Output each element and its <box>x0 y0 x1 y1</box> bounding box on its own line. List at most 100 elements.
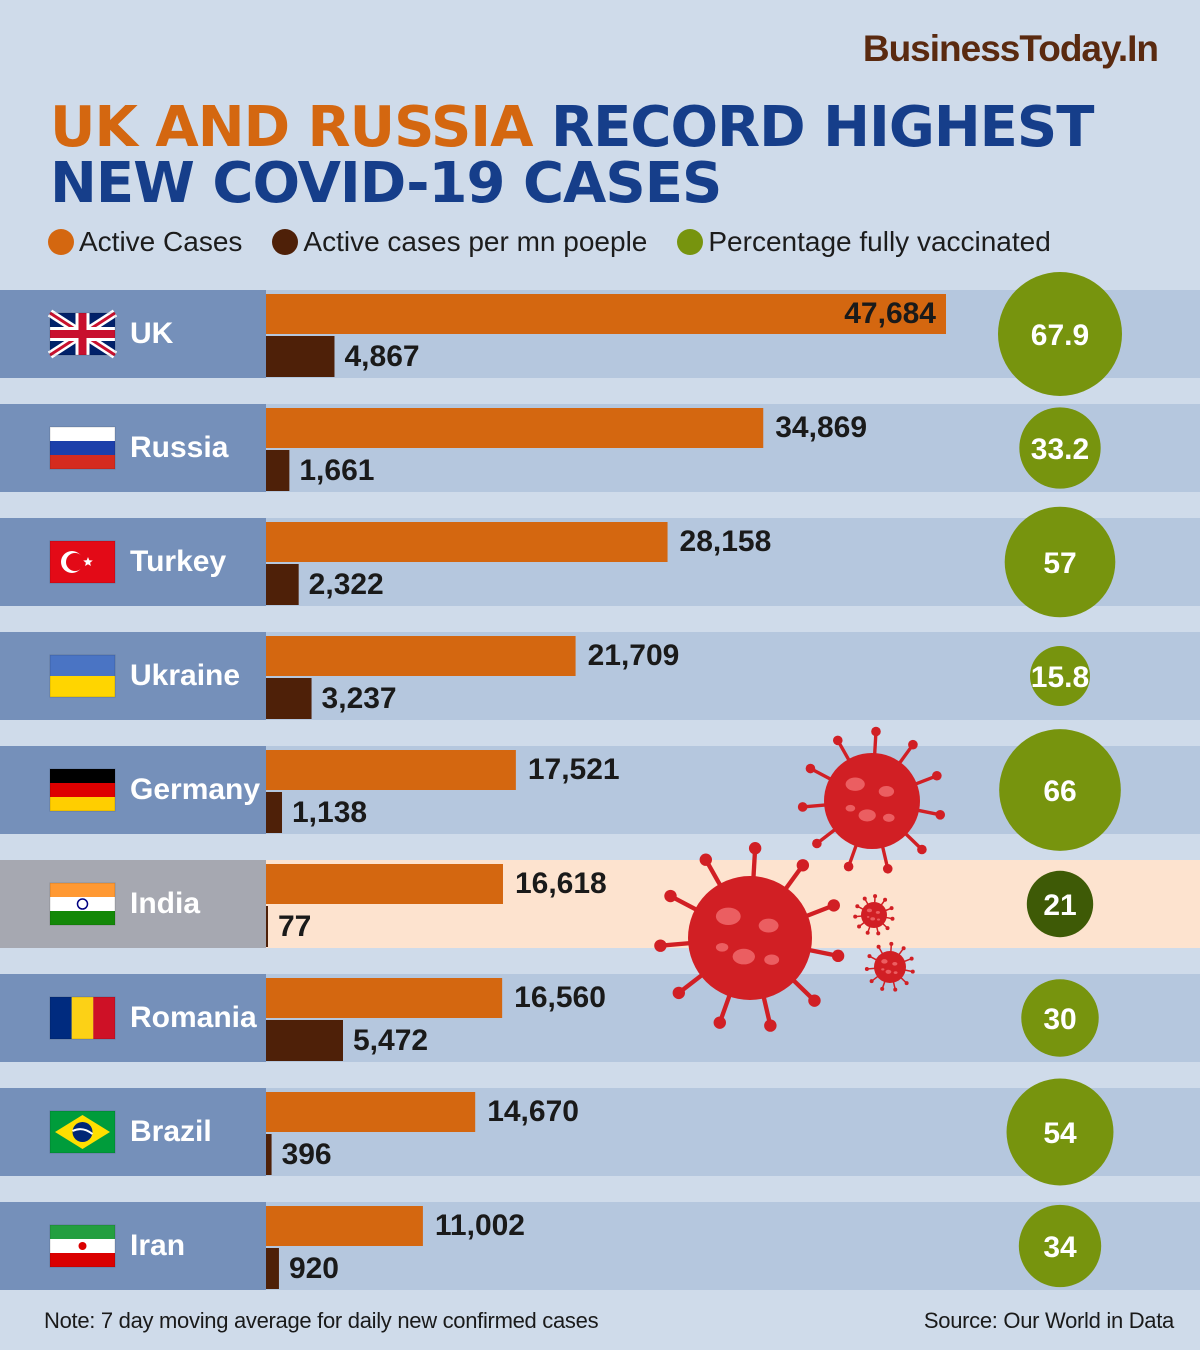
vaccinated-label: 15.8 <box>1031 661 1089 694</box>
row-label-panel <box>0 632 266 720</box>
bar-label-active: 14,670 <box>487 1095 579 1128</box>
row-label-panel <box>0 290 266 378</box>
virus-spike-tip <box>882 863 893 874</box>
bar-active-cases <box>266 864 503 904</box>
turkey-flag-icon <box>49 540 116 584</box>
bar-label-per-mn: 3,237 <box>322 682 397 715</box>
virus-spot <box>732 948 755 965</box>
bar-label-per-mn: 2,322 <box>309 568 384 601</box>
virus-spike-tip <box>808 994 821 1007</box>
virus-spot <box>764 954 780 965</box>
row-india: India 16,618 77 21 <box>0 860 1200 948</box>
virus-spike-tip <box>889 941 894 946</box>
virus-spike-tip <box>672 986 686 1000</box>
bar-label-per-mn: 1,661 <box>299 454 374 487</box>
legend-item-vaccinated: Percentage fully vaccinated <box>677 226 1051 258</box>
vaccinated-bubble <box>1006 1078 1114 1186</box>
virus-spike-tip <box>864 966 869 971</box>
virus-spike-tip <box>901 946 906 951</box>
virus-spot <box>715 942 729 952</box>
bar-per-mn <box>266 450 290 491</box>
virus-spike-tip <box>862 896 867 901</box>
virus-spot <box>866 916 870 918</box>
bar-label-active: 16,560 <box>514 981 606 1014</box>
bar-active-cases <box>266 750 516 790</box>
virus-spike-tip <box>909 956 914 961</box>
bar-per-mn <box>266 792 283 833</box>
legend-item-per-mn: Active cases per mn poeple <box>272 226 647 258</box>
vaccinated-label: 21 <box>1043 889 1076 922</box>
virus-spike-tip <box>876 931 881 936</box>
ukraine-flag-icon <box>49 654 116 698</box>
virus-spot <box>881 968 885 971</box>
virus-spot <box>892 962 898 966</box>
country-label: Germany <box>130 773 260 806</box>
bar-active-cases <box>266 1206 423 1246</box>
virus-spike-tip <box>893 987 898 992</box>
legend-label-per-mn: Active cases per mn poeple <box>303 226 648 257</box>
virus-icon <box>864 941 915 992</box>
virus-spike-tip <box>857 924 862 929</box>
row-uk: UK 47,684 4,867 67.9 <box>0 272 1200 396</box>
bar-label-per-mn: 5,472 <box>353 1024 428 1057</box>
virus-spike-tip <box>796 859 810 872</box>
virus-spike-tip <box>932 770 942 781</box>
country-label: Romania <box>130 1001 257 1034</box>
bar-label-active: 17,521 <box>528 753 620 786</box>
virus-spike-tip <box>871 726 881 737</box>
vaccinated-label: 30 <box>1043 1003 1076 1036</box>
virus-spike-tip <box>908 739 918 750</box>
country-label: Ukraine <box>130 659 240 692</box>
virus-spot <box>885 969 892 974</box>
virus-spike-tip <box>876 944 881 949</box>
row-germany: Germany 17,521 1,138 66 <box>0 729 1200 851</box>
virus-spot <box>845 777 865 791</box>
vaccinated-bubble <box>1026 870 1094 938</box>
romania-flag-icon <box>49 996 116 1040</box>
virus-icon <box>797 726 946 874</box>
bar-label-per-mn: 396 <box>282 1138 332 1171</box>
virus-spot <box>758 918 779 933</box>
virus-spike-tip <box>889 906 894 911</box>
footer-source: Source: Our World in Data <box>923 1308 1174 1333</box>
legend-dot-per-mn <box>272 229 299 255</box>
bar-label-active: 34,869 <box>775 411 867 444</box>
virus-spot <box>878 786 895 797</box>
virus-body <box>824 753 920 849</box>
virus-icon <box>853 894 895 936</box>
chart-title: UK AND RUSSIA RECORD HIGHEST NEW COVID-1… <box>50 100 1160 212</box>
virus-body <box>874 951 906 983</box>
virus-spot <box>881 959 888 964</box>
row-turkey: Turkey 28,158 2,322 57 <box>0 506 1200 618</box>
virus-spike-tip <box>748 842 762 855</box>
virus-spot <box>876 918 881 921</box>
russia-flag-icon <box>49 426 116 470</box>
germany-flag-icon <box>49 768 116 812</box>
bar-per-mn <box>266 336 335 377</box>
vaccinated-label: 54 <box>1043 1117 1077 1150</box>
virus-spot <box>866 908 873 913</box>
virus-spike-tip <box>832 735 843 746</box>
legend: Active Cases Active cases per mn poeple … <box>48 224 1051 260</box>
vaccinated-bubble <box>998 272 1122 396</box>
row-label-panel <box>0 1202 266 1290</box>
row-ukraine: Ukraine 21,709 3,237 15.8 <box>0 632 1200 720</box>
vaccinated-bubble <box>1030 646 1090 706</box>
legend-dot-vaccinated <box>677 229 704 255</box>
virus-spot <box>715 907 741 925</box>
country-label: India <box>130 887 200 920</box>
bar-label-per-mn: 77 <box>278 910 311 943</box>
virus-spike-tip <box>713 1016 726 1029</box>
bar-active-cases <box>266 294 946 334</box>
bar-active-cases <box>266 408 764 448</box>
row-label-panel <box>0 1088 266 1176</box>
bar-label-per-mn: 4,867 <box>344 340 419 373</box>
virus-spike-tip <box>853 914 858 919</box>
virus-spot <box>845 804 856 812</box>
row-label-panel <box>0 860 266 948</box>
bar-label-per-mn: 1,138 <box>292 796 367 829</box>
vaccinated-label: 33.2 <box>1031 433 1089 466</box>
virus-spike-tip <box>805 763 816 774</box>
virus-spot <box>858 809 876 822</box>
iran-flag-icon <box>49 1224 116 1268</box>
